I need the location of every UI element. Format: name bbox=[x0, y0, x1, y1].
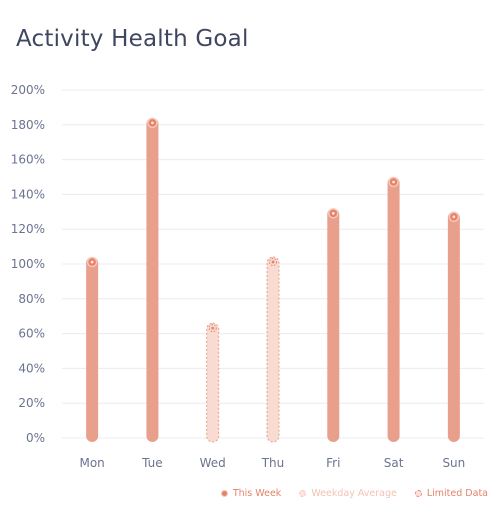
y-tick-label: 180% bbox=[11, 118, 45, 132]
legend-marker-icon bbox=[414, 490, 422, 497]
bar-rect[interactable] bbox=[86, 257, 99, 442]
y-axis-ticks: 0% 20% 40% 60% 80% 100% 120% 140% 160% 180% 200% bbox=[11, 83, 45, 445]
x-category-label: Mon bbox=[79, 456, 104, 470]
y-tick-label: 140% bbox=[11, 187, 45, 201]
bar-value-marker-center bbox=[392, 180, 395, 184]
chart-title: Activity Health Goal bbox=[16, 26, 249, 52]
bar-value-marker-center bbox=[211, 326, 215, 330]
y-tick-label: 160% bbox=[11, 153, 45, 167]
bar-mon[interactable] bbox=[86, 256, 99, 442]
legend-item[interactable]: Limited Data bbox=[414, 488, 488, 499]
bar-rect[interactable] bbox=[387, 177, 400, 442]
x-category-label: Sun bbox=[442, 456, 465, 470]
y-tick-label: 20% bbox=[18, 396, 45, 410]
bar-rect[interactable] bbox=[266, 256, 280, 443]
legend-item[interactable]: This Week bbox=[220, 488, 282, 499]
bar-rect[interactable] bbox=[146, 117, 159, 442]
chart-area: 0% 20% 40% 60% 80% 100% 120% 140% 160% 180% 200% M… bbox=[11, 83, 484, 470]
legend: This Week Weekday Average Limited Data bbox=[220, 488, 488, 499]
bar-wed[interactable] bbox=[206, 322, 220, 443]
y-tick-label: 100% bbox=[11, 257, 45, 271]
bars bbox=[86, 117, 460, 443]
y-tick-label: 200% bbox=[11, 83, 45, 97]
y-tick-label: 120% bbox=[11, 222, 45, 236]
legend-marker-icon bbox=[220, 490, 228, 497]
bar-sat[interactable] bbox=[387, 176, 400, 442]
bar-sun[interactable] bbox=[447, 211, 460, 442]
bar-value-marker-center bbox=[271, 260, 275, 264]
y-tick-label: 80% bbox=[18, 292, 45, 306]
y-tick-label: 40% bbox=[18, 361, 45, 375]
legend-label: Limited Data bbox=[426, 488, 488, 499]
legend-label: This Week bbox=[232, 488, 282, 499]
y-tick-label: 0% bbox=[26, 431, 45, 445]
x-axis-categories: Mon Tue Wed Thu Fri Sat Sun bbox=[79, 456, 465, 470]
legend-item[interactable]: Weekday Average bbox=[299, 488, 397, 499]
bar-value-marker-center bbox=[331, 211, 335, 215]
bar-rect[interactable] bbox=[327, 208, 340, 442]
bar-rect[interactable] bbox=[447, 211, 460, 442]
y-tick-label: 60% bbox=[18, 327, 45, 341]
x-category-label: Sat bbox=[384, 456, 404, 470]
bar-value-marker-center bbox=[151, 121, 154, 125]
bar-rect[interactable] bbox=[206, 322, 220, 443]
bar-tue[interactable] bbox=[146, 117, 159, 442]
bar-thu[interactable] bbox=[266, 256, 280, 443]
x-category-label: Thu bbox=[261, 456, 285, 470]
legend-label: Weekday Average bbox=[311, 488, 397, 499]
bar-fri[interactable] bbox=[327, 208, 340, 442]
bar-value-marker-center bbox=[452, 215, 456, 219]
bar-value-marker-center bbox=[90, 260, 94, 264]
legend-marker-icon bbox=[299, 490, 307, 497]
x-category-label: Tue bbox=[141, 456, 163, 470]
x-category-label: Wed bbox=[200, 456, 226, 470]
x-category-label: Fri bbox=[326, 456, 340, 470]
